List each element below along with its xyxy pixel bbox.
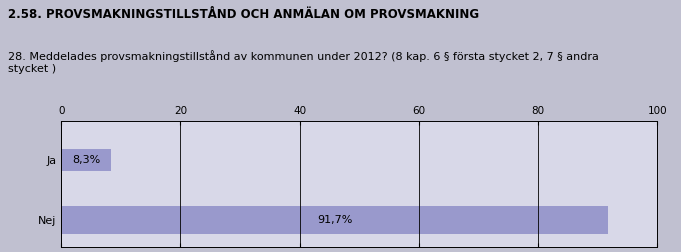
Bar [61, 206, 607, 234]
Text: 8,3%: 8,3% [72, 155, 100, 165]
Text: 91,7%: 91,7% [317, 215, 352, 225]
Text: 2.58. PROVSMAKNINGSTILLSTÅND OCH ANMÄLAN OM PROVSMAKNING: 2.58. PROVSMAKNINGSTILLSTÅND OCH ANMÄLAN… [8, 8, 479, 21]
Text: 28. Meddelades provsmakningstillstånd av kommunen under 2012? (8 kap. 6 § första: 28. Meddelades provsmakningstillstånd av… [8, 50, 599, 74]
Bar [61, 149, 111, 171]
